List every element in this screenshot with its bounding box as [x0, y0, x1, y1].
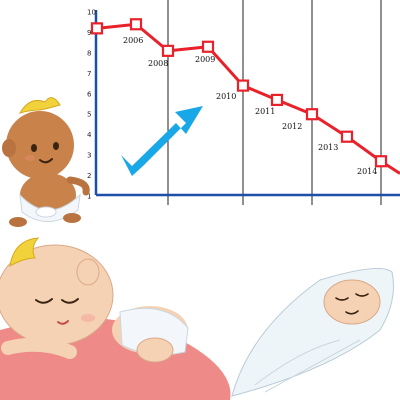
year-label-2010: 2010	[216, 92, 236, 101]
series-line	[96, 22, 400, 175]
series-polyline	[96, 22, 400, 175]
data-point-marker	[340, 130, 354, 143]
data-point-marker	[270, 93, 284, 107]
y-tick-label: 10	[87, 9, 96, 17]
y-tick-label: 3	[87, 152, 91, 160]
line-chart: 1 2 3 4 5 6 7 8 9 10 2006 2008 2009 2010 2011 2012 2013…	[87, 0, 400, 205]
data-point-marker	[236, 79, 250, 92]
year-label-2012: 2012	[282, 122, 302, 131]
y-tick-label: 2	[87, 172, 91, 180]
y-tick-label: 8	[87, 49, 91, 57]
y-tick-labels: 1 2 3 4 5 6 7 8 9 10	[87, 9, 96, 201]
data-point-marker	[374, 155, 388, 168]
sleeping-baby-illustration	[0, 237, 189, 363]
data-point-marker	[129, 18, 143, 31]
data-point-marker	[90, 22, 104, 35]
y-tick-label: 4	[87, 131, 92, 139]
sitting-baby-illustration	[2, 97, 90, 227]
vertical-gridlines	[167, 0, 382, 205]
y-tick-label: 1	[87, 193, 91, 201]
y-tick-label: 6	[87, 90, 92, 98]
data-point-marker	[161, 44, 175, 57]
year-label-2013: 2013	[318, 143, 338, 152]
data-point-marker	[201, 40, 215, 53]
y-tick-label: 5	[87, 111, 91, 119]
up-right-arrow-icon	[121, 106, 203, 176]
y-tick-label: 7	[87, 70, 91, 78]
y-tick-label: 9	[87, 29, 91, 37]
year-labels: 2006 2008 2009 2010 2011 2012 2013 2014	[123, 36, 377, 176]
swaddled-baby-illustration	[231, 267, 394, 397]
series-markers	[90, 18, 388, 168]
year-label-2014: 2014	[357, 167, 377, 176]
data-point-marker	[305, 108, 319, 121]
year-label-2009: 2009	[195, 55, 215, 64]
year-label-2006: 2006	[123, 36, 143, 45]
year-label-2011: 2011	[255, 107, 275, 116]
year-label-2008: 2008	[148, 59, 168, 68]
